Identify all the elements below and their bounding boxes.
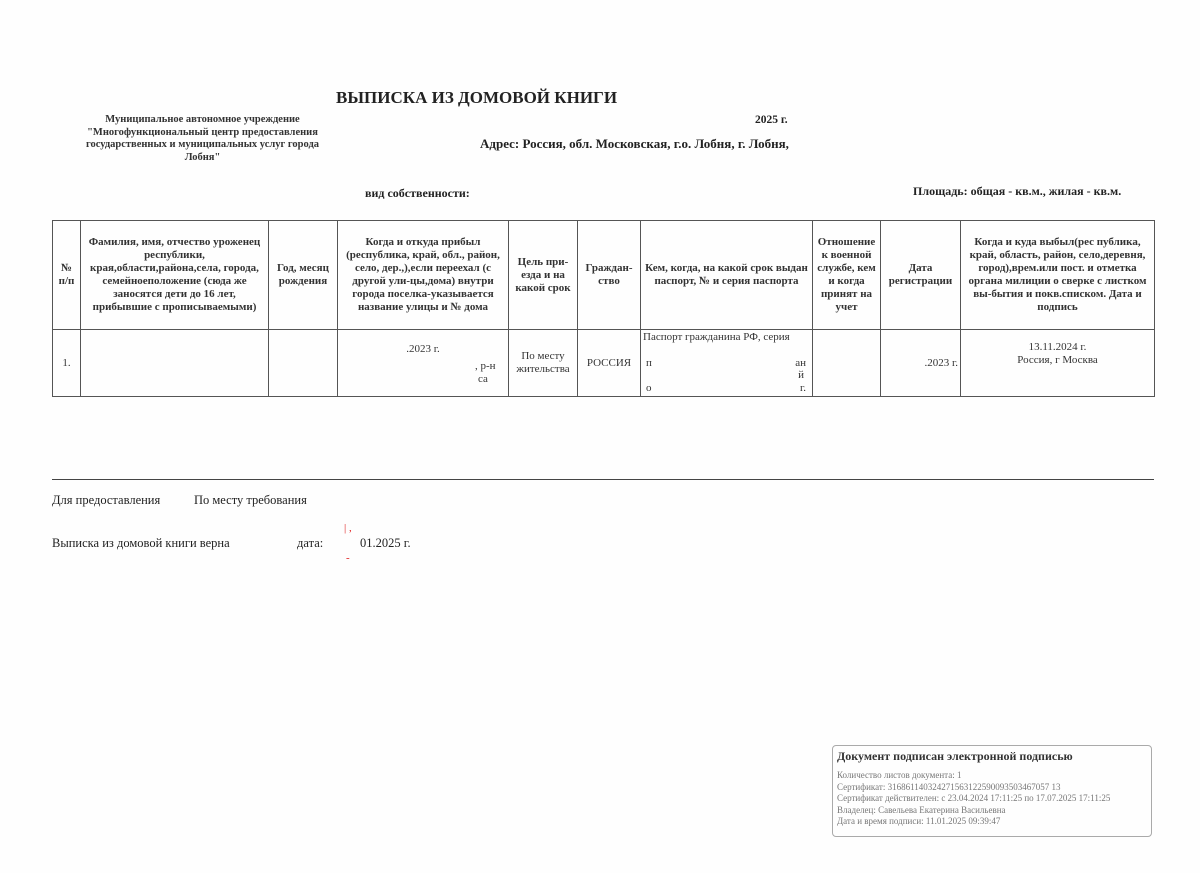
header-purpose: Цель при-езда и на какой срок: [508, 220, 578, 330]
document-title: ВЫПИСКА ИЗ ДОМОВОЙ КНИГИ: [336, 88, 618, 107]
purpose-label: Для предоставления: [52, 493, 161, 507]
header-citizenship: Граждан-ство: [577, 220, 641, 330]
electronic-signature-box: Документ подписан электронной подписью К…: [832, 745, 1152, 837]
header-name: Фамилия, имя, отчество уроженец республи…: [80, 220, 269, 330]
cell-citizenship: РОССИЯ: [577, 329, 641, 397]
departed-place: Россия, г Москва: [1017, 354, 1098, 366]
house-book-table: № п/п Фамилия, имя, отчество уроженец ре…: [52, 220, 1155, 397]
departed-date: 13.11.2024 г.: [1028, 341, 1087, 353]
header-passport: Кем, когда, на какой срок выдан паспорт,…: [640, 220, 813, 330]
organization-name: Муниципальное автономное учреждение "Мно…: [85, 114, 320, 163]
ownership-type: вид собственности:: [365, 186, 470, 200]
cell-purpose: По месту жительства: [508, 329, 578, 397]
passport-text: Паспорт гражданина РФ, серия: [643, 331, 790, 343]
address: Адрес: Россия, обл. Московская, г.о. Лоб…: [480, 136, 789, 151]
passport-fragment: г.: [799, 382, 806, 394]
signature-line: Дата и время подписи: 11.01.2025 09:39:4…: [837, 816, 1001, 826]
cell-birth: [268, 329, 338, 397]
cell-name: [80, 329, 269, 397]
cell-military: [812, 329, 881, 397]
stamp-mark: | ,: [344, 522, 352, 534]
arrived-fragment: са: [478, 373, 488, 385]
arrived-date: .2023 г.: [406, 343, 440, 355]
cell-arrived: .2023 г. , р-н са: [337, 329, 509, 397]
cell-departed: 13.11.2024 г. Россия, г Москва: [960, 329, 1155, 397]
area-info: Площадь: общая - кв.м., жилая - кв.м.: [913, 184, 1122, 198]
cell-registration-date: .2023 г.: [880, 329, 961, 397]
header-military: Отношение к военной службе, кем и когда …: [812, 220, 881, 330]
signature-line: Владелец: Савельева Екатерина Васильевна: [837, 804, 1006, 815]
passport-fragment: о: [646, 382, 652, 394]
date-label: дата:: [297, 536, 324, 550]
header-birth: Год, месяц рождения: [268, 220, 338, 330]
verified-label: Выписка из домовой книги верна: [52, 536, 230, 550]
cell-passport: Паспорт гражданина РФ, серия п ан й о г.: [640, 329, 813, 397]
signature-line: Сертификат: 3168611403242715631225900935…: [837, 781, 1061, 792]
header-number: № п/п: [52, 220, 81, 330]
signature-line: Сертификат действителен: с 23.04.2024 17…: [837, 793, 1111, 803]
table-header-row: № п/п Фамилия, имя, отчество уроженец ре…: [52, 220, 1155, 330]
purpose-value: По месту требования: [194, 493, 307, 507]
table-row: 1. .2023 г. , р-н са По месту жительства…: [52, 329, 1155, 397]
passport-fragment: й: [798, 369, 804, 381]
passport-fragment: п: [646, 357, 652, 369]
stamp-mark: -: [346, 552, 350, 564]
divider: [52, 479, 1154, 480]
signature-line: Количество листов документа: 1: [837, 770, 962, 780]
header-departed: Когда и куда выбыл(рес публика, край, об…: [960, 220, 1155, 330]
header-arrived: Когда и откуда прибыл (республика, край,…: [337, 220, 509, 330]
date-value: 01.2025 г.: [360, 536, 411, 550]
document-year: 2025 г.: [755, 114, 788, 126]
arrived-fragment: , р-н: [475, 360, 496, 372]
signature-heading: Документ подписан электронной подписью: [837, 749, 1073, 763]
header-registration-date: Дата регистрации: [880, 220, 961, 330]
passport-fragment: ан: [795, 357, 806, 369]
cell-number: 1.: [52, 329, 81, 397]
